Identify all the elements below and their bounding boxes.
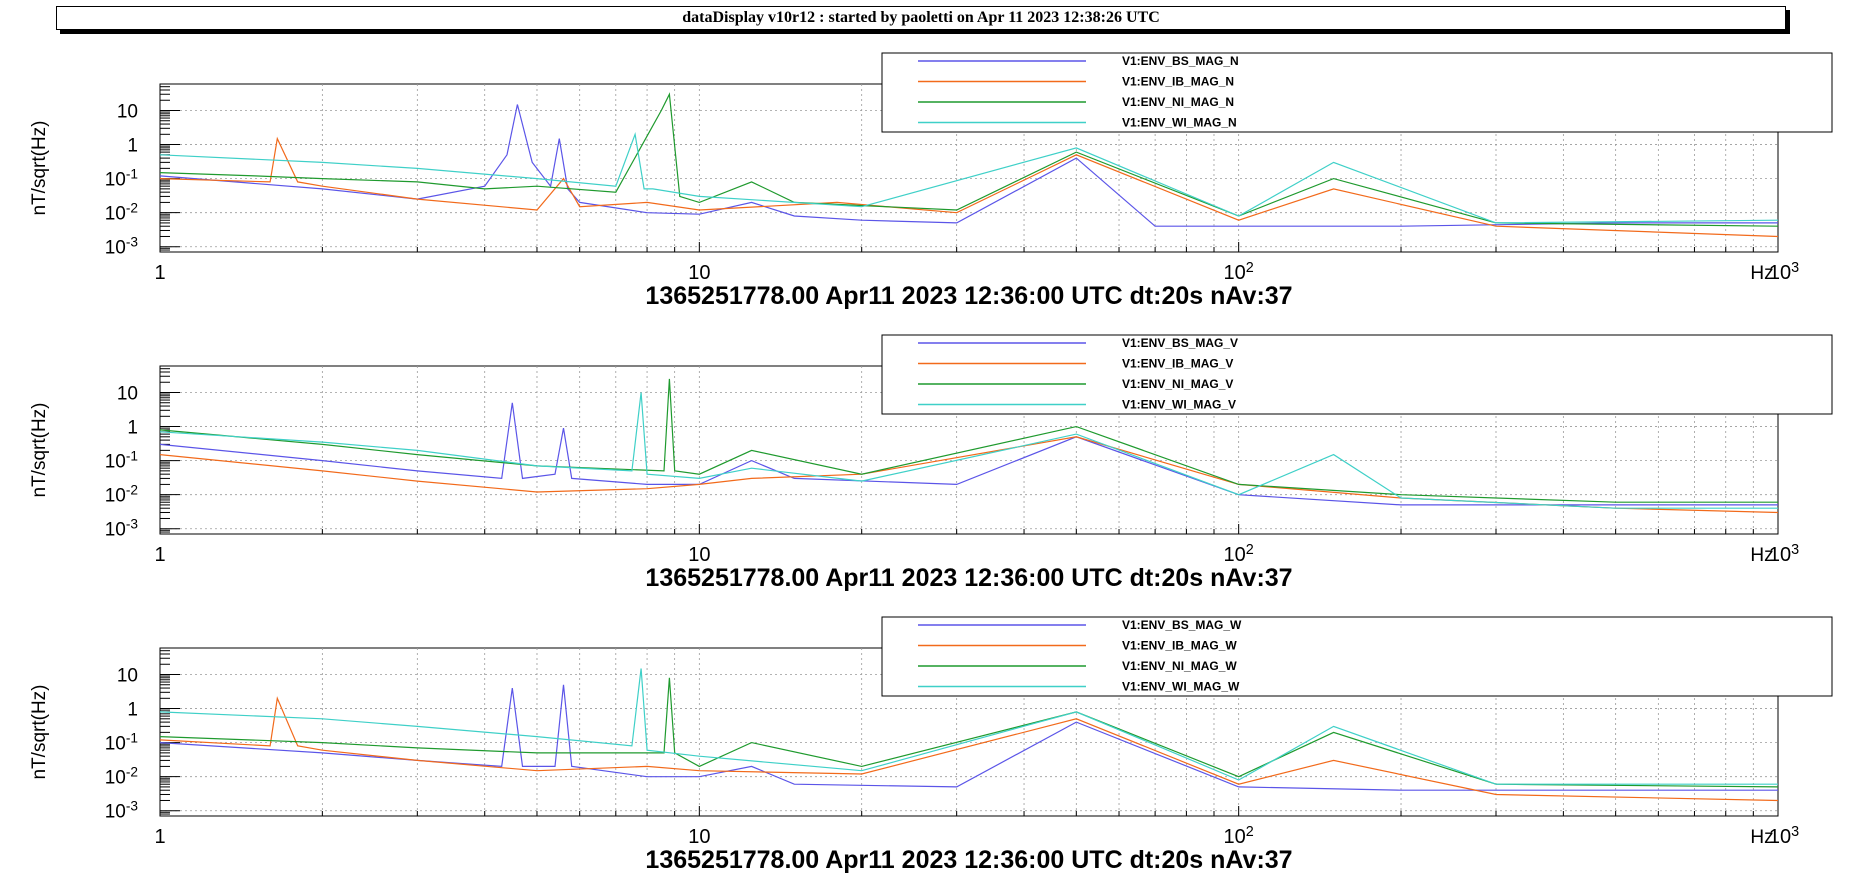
panel-footer: 1365251778.00 Apr11 2023 12:36:00 UTC dt… [645,846,1292,874]
y-tick-label: 10-2 [105,765,138,789]
legend: V1:ENV_BS_MAG_N V1:ENV_IB_MAG_N V1:ENV_NI_… [881,52,1833,133]
grid [160,648,1778,816]
y-tick-label: 10-1 [105,731,138,755]
y-tick-label: 10-2 [105,201,138,225]
legend-entry-bs: V1:ENV_BS_MAG_V [1122,336,1238,350]
panel-footer: 1365251778.00 Apr11 2023 12:36:00 UTC dt… [645,282,1292,310]
x-tick-label: 102 [1224,542,1254,566]
legend-entry-ni: V1:ENV_NI_MAG_W [1122,659,1237,673]
legend-entry-wi: V1:ENV_WI_MAG_V [1122,398,1236,412]
legend-box [881,334,1833,415]
legend: V1:ENV_BS_MAG_W V1:ENV_IB_MAG_W V1:ENV_NI_… [881,616,1833,697]
legend-entry-wi: V1:ENV_WI_MAG_N [1122,116,1237,130]
series-group [160,378,1778,514]
y-tick-label: 1 [127,136,138,157]
y-axis-label: nT/sqrt(Hz) [29,403,50,498]
x-tick-label: 10 [688,826,710,848]
x-tick-label: 1 [154,826,165,848]
y-tick-label: 10-3 [105,799,138,823]
y-tick-label: 10-1 [105,449,138,473]
x-tick-label: 102 [1224,824,1254,848]
x-tick-label: 102 [1224,260,1254,284]
legend-entry-ni: V1:ENV_NI_MAG_N [1122,95,1234,109]
x-unit-label: Hz [1750,827,1773,848]
x-tick-label: 1 [154,544,165,566]
series-line-bs [160,104,1778,227]
y-tick-label: 10 [117,102,138,123]
x-tick-label: 103 [1769,824,1799,848]
panel-W: 1 10 102 103 10 1 10-1 10-2 10-3 Hz nT/sqrt(Hz) 136… [29,616,1833,874]
x-tick-label: 10 [688,544,710,566]
y-tick-label: 10-2 [105,483,138,507]
y-tick-label: 1 [127,700,138,721]
y-tick-label: 10 [117,666,138,687]
x-tick-label: 103 [1769,260,1799,284]
x-unit-label: Hz [1750,263,1773,284]
x-tick-label: 1 [154,262,165,284]
y-tick-label: 10-1 [105,167,138,191]
window-title: dataDisplay v10r12 : started by paoletti… [56,6,1786,30]
series-line-ib [160,696,1778,802]
y-axis-label: nT/sqrt(Hz) [29,685,50,780]
legend-entry-bs: V1:ENV_BS_MAG_W [1122,618,1242,632]
panel-V: 1 10 102 103 10 1 10-1 10-2 10-3 Hz nT/sqrt(Hz) 136… [29,334,1833,592]
x-tick-label: 10 [688,262,710,284]
y-axis-label: nT/sqrt(Hz) [29,121,50,216]
series-line-ni [160,378,1778,503]
legend-entry-bs: V1:ENV_BS_MAG_N [1122,54,1239,68]
y-tick-label: 1 [127,418,138,439]
x-unit-label: Hz [1750,545,1773,566]
legend-box [881,616,1833,697]
series-line-wi [160,131,1778,224]
legend: V1:ENV_BS_MAG_V V1:ENV_IB_MAG_V V1:ENV_NI_… [881,334,1833,415]
series-line-ib [160,136,1778,238]
legend-entry-ib: V1:ENV_IB_MAG_W [1122,639,1237,653]
legend-entry-wi: V1:ENV_WI_MAG_W [1122,680,1240,694]
y-tick-label: 10 [117,384,138,405]
panel-N: 1 10 102 103 10 1 10-1 10-2 10-3 Hz nT/sqrt(Hz) 136… [29,52,1833,310]
x-tick-label: 103 [1769,542,1799,566]
legend-box [881,52,1833,133]
series-line-bs [160,684,1778,791]
y-tick-label: 10-3 [105,517,138,541]
series-line-wi [160,392,1778,509]
panel-footer: 1365251778.00 Apr11 2023 12:36:00 UTC dt… [645,564,1292,592]
legend-entry-ib: V1:ENV_IB_MAG_V [1122,357,1233,371]
y-tick-label: 10-3 [105,235,138,259]
series-line-wi [160,668,1778,785]
series-group [160,668,1778,802]
legend-entry-ib: V1:ENV_IB_MAG_N [1122,75,1234,89]
legend-entry-ni: V1:ENV_NI_MAG_V [1122,377,1233,391]
series-group [160,92,1778,238]
series-line-ni [160,677,1778,788]
